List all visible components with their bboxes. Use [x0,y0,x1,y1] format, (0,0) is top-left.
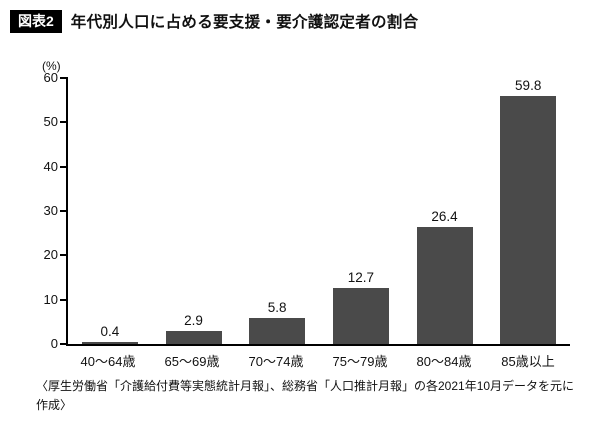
x-axis-category-label: 70〜74歳 [248,354,304,369]
y-tick-mark [60,77,68,79]
bar [165,331,222,344]
figure-badge: 図表2 [10,10,62,33]
bar [416,226,473,344]
x-axis-category-label: 80〜84歳 [416,354,472,369]
y-tick-label: 40 [43,158,58,174]
bar-slot: 59.8 [486,78,570,344]
figure-header: 図表2 年代別人口に占める要支援・要介護認定者の割合 [10,10,418,33]
y-tick-label: 0 [50,336,58,351]
bar-value-label: 12.7 [347,269,374,285]
y-tick-mark [60,298,68,301]
bar-value-label: 0.4 [100,324,120,340]
source-note: 〈厚生労働省「介護給付費等実態統計月報」、総務省「人口推計月報」の各2021年1… [36,379,575,412]
bar-value-label: 5.8 [267,300,287,316]
bar-slot: 2.9 [152,78,236,344]
bar [332,287,389,344]
y-axis-unit-label: (%) [42,59,61,73]
y-tick-mark [60,121,68,124]
bar-slot: 12.7 [319,78,403,344]
bar [249,318,306,344]
bar-slot: 26.4 [403,78,487,344]
bar-value-label: 26.4 [431,208,458,224]
x-axis-category-label: 85歳以上 [501,354,555,369]
y-tick-label: 10 [43,291,58,307]
y-tick-label: 20 [43,247,58,263]
x-axis-labels: 40〜64歳 65〜69歳 70〜74歳 75〜79歳 80〜84歳 85歳以上 [66,351,570,370]
y-tick-label: 60 [43,70,58,85]
bar [81,342,138,344]
x-axis-category-label: 75〜79歳 [332,354,388,369]
y-tick-mark [60,210,68,212]
y-tick-label: 50 [43,114,58,130]
x-axis-category-label: 65〜69歳 [164,354,220,369]
chart-title: 年代別人口に占める要支援・要介護認定者の割合 [70,14,419,32]
bar-slot: 0.4 [68,78,152,344]
bar-chart-plot-area: 0.4 2.9 5.8 12.7 26.4 59.8 0 10 20 30 40 50 60 [44,70,570,351]
y-tick-mark [60,165,68,168]
bar-value-label: 2.9 [184,313,203,329]
x-axis-category-label: 40〜64歳 [80,354,136,369]
y-tick-label: 30 [43,203,58,218]
bars-container: 0.4 2.9 5.8 12.7 26.4 59.8 [68,78,570,344]
y-tick-mark [60,343,68,345]
bar-slot: 5.8 [235,78,319,344]
bar-value-label: 59.8 [515,78,542,93]
y-tick-mark [60,254,68,257]
bar [500,96,557,344]
